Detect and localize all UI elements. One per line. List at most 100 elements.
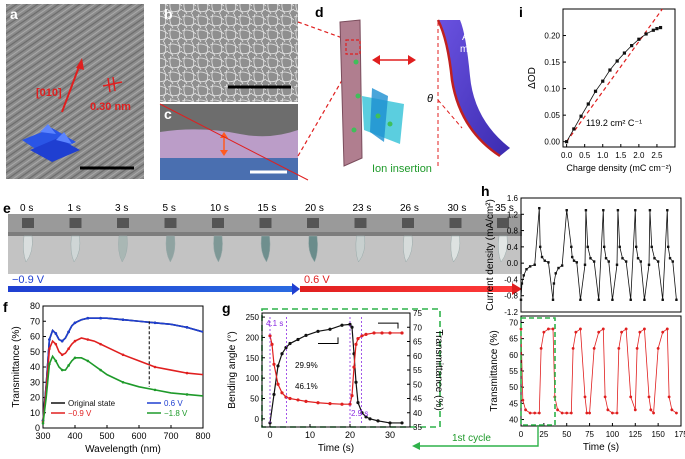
data-point [99, 368, 102, 372]
data-point [588, 411, 591, 415]
data-point [153, 365, 157, 369]
data-point [268, 334, 272, 338]
data-point [615, 411, 619, 415]
data-point [280, 391, 284, 395]
y2-tick-label: 45 [413, 395, 422, 404]
data-point [624, 327, 628, 331]
data-point [652, 411, 655, 415]
data-point [603, 395, 607, 399]
data-point [328, 327, 332, 331]
y2-tick-label: 65 [413, 338, 422, 347]
data-point [348, 402, 352, 406]
data-point [48, 338, 51, 341]
active-label-1: Active [462, 32, 490, 43]
y-tick-label: 45 [509, 399, 518, 408]
data-point [585, 411, 589, 415]
data-point [272, 362, 276, 366]
data-point [651, 28, 655, 32]
data-point [671, 260, 674, 263]
data-point [602, 209, 605, 212]
time-label: 30 s [448, 203, 467, 214]
data-point [99, 316, 102, 320]
zoom-box [345, 39, 361, 55]
data-point [667, 245, 670, 249]
data-point [521, 398, 525, 402]
film-photo [165, 235, 176, 263]
data-point [520, 282, 524, 285]
data-point [388, 421, 392, 425]
data-point [354, 342, 358, 346]
y-tick-label: 0.0 [507, 259, 519, 268]
data-point [270, 342, 274, 346]
data-point [615, 263, 619, 266]
clip [164, 218, 177, 228]
data-point [388, 331, 392, 335]
film-photo [403, 235, 413, 263]
data-point [601, 79, 605, 83]
data-point [658, 25, 663, 30]
clip [402, 218, 414, 228]
data-point [603, 245, 606, 249]
data-point [606, 408, 610, 412]
series-line [520, 328, 677, 415]
data-point [539, 346, 543, 350]
y-axis-label: ΔOD [527, 67, 538, 89]
y-tick-label: 200 [246, 333, 260, 342]
time-label: 23 s [353, 203, 372, 214]
data-point [54, 332, 58, 335]
y-tick-label: 0 [35, 423, 40, 433]
series-line [269, 323, 402, 424]
data-point [542, 330, 546, 334]
data-point [624, 260, 628, 263]
data-point [629, 298, 632, 301]
data-point [565, 140, 569, 144]
data-point [647, 395, 651, 399]
data-point [364, 415, 368, 419]
spacing-bar [102, 81, 123, 87]
data-point [643, 327, 646, 331]
data-point [60, 353, 64, 357]
crystal-model [22, 124, 80, 162]
panel-e: e 0 s 1 s 3 s 5 s 10 s 15 s 20 s 23 s 26 s 30 s 35… [3, 200, 522, 295]
time-label: 1 s [68, 203, 81, 214]
data-point [524, 408, 527, 412]
clip [497, 218, 509, 228]
positive-voltage-label: 0.6 V [304, 274, 330, 286]
time-label: 10 s [210, 203, 229, 214]
ion-dot [353, 59, 359, 65]
data-point [276, 382, 280, 386]
annotation-46: 46.1% [295, 382, 318, 391]
data-point [574, 330, 578, 334]
clip [259, 218, 272, 228]
data-point [569, 411, 573, 415]
data-point [592, 346, 596, 350]
data-point [552, 282, 556, 285]
clip [449, 218, 462, 228]
annotation-29: 29.9% [295, 361, 318, 370]
data-point [67, 347, 70, 351]
fit-line [566, 8, 663, 143]
data-point [60, 368, 64, 372]
data-point [380, 331, 384, 335]
data-point [400, 421, 404, 425]
data-point [611, 411, 614, 415]
panel-d-letter: d [315, 4, 324, 20]
data-point [551, 298, 555, 301]
series-line [42, 337, 204, 422]
data-point [67, 364, 70, 367]
panel-d: d Ion insertion Active materials θ [159, 4, 510, 181]
data-point [48, 347, 51, 351]
data-point [356, 337, 360, 341]
y-tick-label: 40 [509, 416, 518, 425]
time-label: 26 s [400, 203, 419, 214]
data-point [572, 259, 576, 262]
axis-pointer-left [318, 337, 339, 345]
panel-e-letter: e [3, 200, 11, 216]
panel-f-letter: f [3, 299, 8, 315]
data-point [296, 398, 300, 402]
data-point [592, 260, 596, 263]
x-tick-label: 700 [163, 431, 178, 441]
data-point [525, 268, 528, 271]
data-point [528, 411, 532, 415]
